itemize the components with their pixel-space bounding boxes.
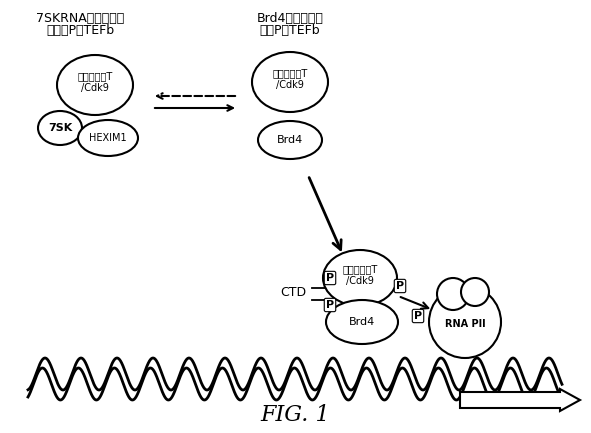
- FancyArrow shape: [460, 389, 580, 411]
- Ellipse shape: [258, 121, 322, 159]
- Text: Brd4が結合した: Brd4が結合した: [256, 12, 323, 25]
- Ellipse shape: [326, 300, 398, 344]
- Text: FIG. 1: FIG. 1: [260, 404, 330, 426]
- Text: RNA PII: RNA PII: [444, 319, 485, 329]
- Ellipse shape: [78, 120, 138, 156]
- Ellipse shape: [252, 52, 328, 112]
- Text: P: P: [326, 300, 334, 310]
- Text: P: P: [326, 273, 334, 283]
- Text: サイクリンT
/Cdk9: サイクリンT /Cdk9: [342, 264, 378, 286]
- Text: 7SK: 7SK: [48, 123, 72, 133]
- Text: HEXIM1: HEXIM1: [89, 133, 127, 143]
- Circle shape: [437, 278, 469, 310]
- Ellipse shape: [323, 250, 397, 306]
- Ellipse shape: [38, 111, 82, 145]
- Circle shape: [429, 286, 501, 358]
- Text: P: P: [396, 281, 404, 291]
- Text: Brd4: Brd4: [349, 317, 375, 327]
- Text: CTD: CTD: [280, 285, 306, 298]
- Text: P: P: [414, 311, 422, 321]
- Text: 不活性P－TEFb: 不活性P－TEFb: [46, 24, 114, 37]
- Text: 活性P－TEFb: 活性P－TEFb: [259, 24, 320, 37]
- Text: 7SKRNAが結合した: 7SKRNAが結合した: [36, 12, 124, 25]
- Text: サイクリンT
/Cdk9: サイクリンT /Cdk9: [77, 71, 113, 93]
- Text: Brd4: Brd4: [277, 135, 303, 145]
- Text: サイクリンT
/Cdk9: サイクリンT /Cdk9: [272, 68, 308, 90]
- Ellipse shape: [57, 55, 133, 115]
- Circle shape: [461, 278, 489, 306]
